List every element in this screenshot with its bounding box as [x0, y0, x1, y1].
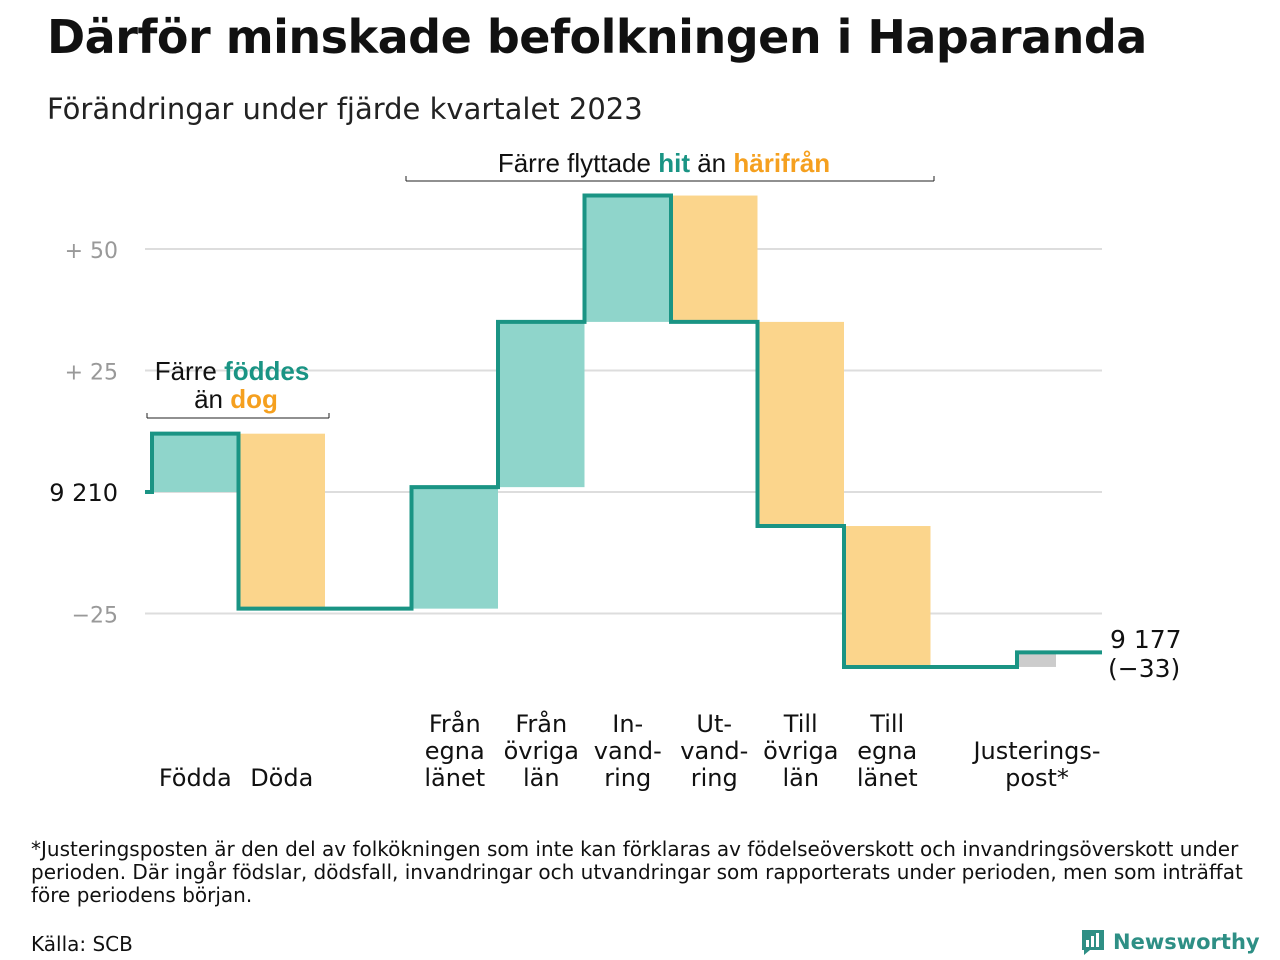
births-annotation-line2-hi: dog — [230, 384, 278, 414]
waterfall-bar — [238, 433, 325, 609]
category-labels: Födda DödaFrånegnalänetFrånövrigalänIn-va… — [159, 709, 1101, 792]
category-label: Från — [515, 709, 567, 738]
category-label: Födda — [159, 764, 232, 792]
svg-text:än dog: än dog — [194, 384, 278, 414]
chart-title: Därför minskade befolkningen i Haparanda — [47, 10, 1147, 64]
end-change: (−33) — [1108, 654, 1180, 683]
end-label: 9 177 (−33) — [1108, 625, 1182, 683]
moves-annotation-pre: Färre flyttade — [498, 148, 651, 178]
bars — [152, 195, 1056, 667]
moves-annotation: Färre flyttade hit än härifrån — [405, 148, 935, 182]
waterfall-chart: + 50+ 259 210−25 Födda DödaFrånegnalänetF… — [49, 148, 1182, 792]
category-label: egna — [425, 737, 485, 765]
chart-subtitle: Förändringar under fjärde kvartalet 2023 — [47, 92, 643, 126]
category-label: länet — [857, 764, 918, 792]
waterfall-bar — [584, 195, 671, 322]
y-tick-label: −25 — [72, 604, 118, 629]
category-label: Justerings- — [971, 737, 1100, 765]
category-label: post* — [1005, 764, 1069, 792]
category-label: In- — [612, 710, 643, 738]
category-label: län — [782, 764, 819, 792]
waterfall-bar — [757, 321, 844, 527]
moves-annotation-mid: än — [697, 148, 726, 178]
svg-text:Färre föddes: Färre föddes — [155, 356, 310, 386]
moves-annotation-hi: hit — [658, 148, 690, 178]
svg-text:Färre flyttade hit: Färre flyttade hit än härifrån — [498, 148, 830, 178]
category-label: Döda — [250, 764, 313, 792]
births-annotation-line2-pre: än — [194, 384, 223, 414]
waterfall-bar — [1019, 652, 1056, 667]
source-note: Källa: SCB — [31, 932, 133, 956]
newsworthy-logo: Newsworthy — [1080, 928, 1260, 956]
bar-chart-icon — [1082, 930, 1104, 955]
waterfall-bar — [844, 526, 931, 667]
births-annotation-pre: Färre — [155, 356, 217, 386]
births-annotation: Färre föddes än dog — [146, 356, 330, 419]
waterfall-bar — [498, 321, 585, 488]
category-label: ring — [604, 764, 651, 792]
waterfall-bar — [411, 487, 498, 609]
brand-name: Newsworthy — [1113, 930, 1260, 954]
category-label: övriga — [763, 737, 838, 765]
moves-annotation-hi2: härifrån — [733, 148, 830, 178]
footnote: *Justeringsposten är den del av folkökni… — [31, 837, 1243, 907]
category-label: övriga — [504, 737, 579, 765]
waterfall-bar — [671, 195, 758, 322]
births-annotation-hi: föddes — [224, 356, 309, 386]
category-label: ring — [691, 764, 738, 792]
category-label: vand- — [680, 737, 748, 765]
category-label: länet — [424, 764, 485, 792]
category-label: Ut- — [696, 710, 732, 738]
category-label: län — [523, 764, 560, 792]
category-label: Från — [429, 709, 481, 738]
y-tick-label: + 50 — [65, 239, 118, 264]
y-tick-label: 9 210 — [49, 479, 118, 507]
category-label: Till — [869, 710, 904, 738]
y-tick-label: + 25 — [65, 361, 118, 386]
y-axis-ticks: + 50 + 25 9 210 −25 — [49, 239, 118, 629]
category-label: vand- — [594, 737, 662, 765]
category-label: Till — [783, 710, 818, 738]
category-label: egna — [857, 737, 917, 765]
population-step-line — [145, 193, 1102, 669]
end-value: 9 177 — [1110, 625, 1182, 654]
waterfall-bar — [152, 433, 239, 492]
